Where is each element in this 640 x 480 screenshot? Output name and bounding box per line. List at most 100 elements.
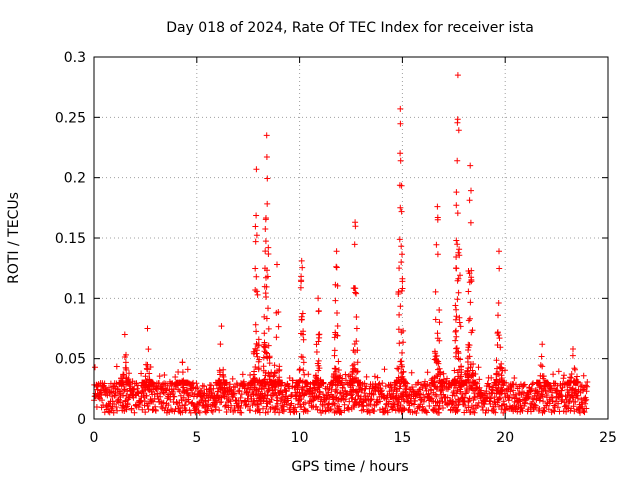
data-point (465, 288, 472, 295)
data-point (263, 403, 270, 410)
data-point (238, 391, 245, 398)
data-point (581, 409, 588, 416)
data-point (398, 329, 405, 336)
data-point (165, 402, 172, 409)
data-point (336, 403, 343, 410)
data-point (402, 379, 409, 386)
data-point (253, 273, 260, 280)
data-point (567, 374, 574, 381)
data-point (147, 364, 154, 370)
data-point (272, 378, 279, 385)
data-point (231, 390, 238, 397)
data-point (395, 289, 402, 296)
data-point (239, 371, 246, 378)
data-point (92, 364, 98, 371)
data-point (299, 310, 306, 317)
data-point (315, 394, 321, 401)
data-point (569, 394, 576, 401)
data-point (469, 327, 476, 334)
data-point (329, 379, 336, 386)
data-point (332, 281, 339, 288)
data-point (319, 379, 326, 386)
data-point (289, 377, 296, 384)
data-point (313, 341, 320, 348)
data-point (334, 323, 341, 329)
data-point (273, 397, 280, 404)
data-point (128, 405, 135, 412)
data-point (341, 401, 348, 408)
data-point (255, 366, 262, 373)
data-point (493, 357, 500, 364)
data-point (408, 369, 415, 376)
data-point (253, 232, 260, 239)
data-point (237, 405, 244, 411)
data-point (465, 344, 472, 351)
data-point (298, 273, 305, 280)
data-point (160, 399, 167, 406)
data-point (420, 391, 427, 398)
data-point (561, 372, 567, 379)
data-point (453, 345, 460, 352)
data-point (397, 157, 404, 164)
data-point (152, 407, 159, 414)
data-point (560, 375, 567, 382)
data-point (262, 226, 269, 232)
data-point (363, 373, 370, 380)
data-point (261, 283, 268, 290)
data-point (275, 323, 282, 330)
data-point (452, 328, 459, 335)
data-point (335, 358, 342, 365)
data-point (253, 166, 260, 173)
data-point (569, 352, 576, 359)
data-point (198, 387, 205, 394)
data-point (332, 329, 339, 336)
data-point (113, 363, 120, 370)
data-point (190, 402, 197, 408)
data-point (467, 299, 474, 306)
data-point (167, 396, 174, 403)
data-point (113, 404, 120, 410)
data-point (354, 359, 361, 366)
data-point (176, 379, 183, 386)
data-point (376, 406, 383, 413)
data-point (577, 409, 583, 416)
data-point (570, 346, 576, 352)
data-point (396, 340, 403, 347)
data-point (550, 407, 557, 414)
data-point (265, 325, 272, 332)
data-point (453, 313, 460, 320)
data-point (467, 162, 474, 169)
data-point (217, 379, 224, 386)
data-point (121, 387, 127, 394)
data-point (315, 307, 322, 314)
data-point (99, 397, 105, 404)
data-point (258, 386, 265, 393)
data-point (474, 393, 481, 400)
data-point (384, 409, 391, 416)
data-point (360, 406, 367, 413)
data-point (196, 409, 203, 416)
data-point (491, 406, 497, 413)
data-point (346, 398, 353, 405)
data-point (390, 400, 396, 407)
data-point (439, 379, 446, 386)
data-point (121, 331, 128, 338)
data-point (353, 314, 360, 320)
data-point (470, 397, 477, 404)
data-point (106, 384, 112, 391)
data-point (571, 365, 578, 372)
data-point (394, 365, 401, 372)
data-point (571, 378, 578, 384)
data-point (398, 358, 405, 365)
data-point (276, 409, 283, 416)
data-point (339, 379, 346, 386)
data-point (472, 379, 478, 386)
data-point (349, 369, 356, 376)
data-point (285, 397, 292, 404)
data-point (499, 379, 506, 386)
data-point (536, 406, 543, 412)
data-point (452, 337, 459, 344)
data-point (237, 394, 244, 401)
data-point (254, 291, 261, 298)
data-point (98, 392, 105, 399)
